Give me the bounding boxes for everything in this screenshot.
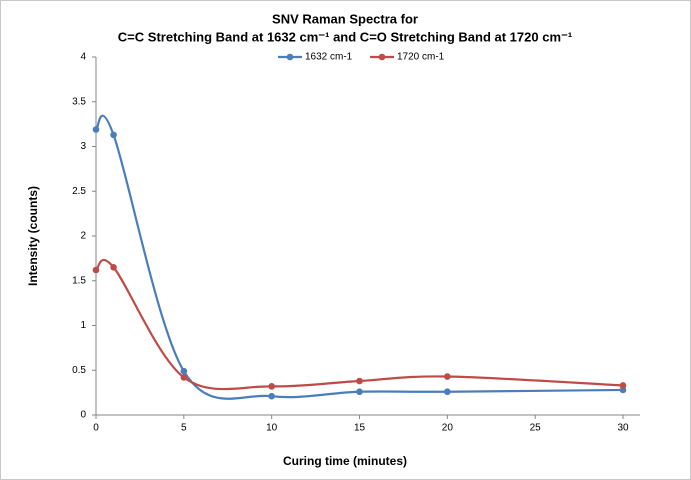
- data-point: [356, 388, 363, 396]
- x-tick-label: 15: [354, 423, 366, 434]
- x-tick-label: 25: [530, 423, 542, 434]
- data-point: [444, 388, 451, 396]
- y-tick-label: 0.5: [72, 365, 86, 376]
- legend-label: 1720 cm-1: [397, 52, 445, 63]
- data-point: [356, 377, 363, 385]
- chart-title: C=C Stretching Band at 1632 cm⁻¹ and C=O…: [118, 29, 572, 44]
- y-axis-title: Intensity (counts): [26, 186, 40, 286]
- series-line: [94, 114, 624, 400]
- legend-marker: [286, 53, 294, 61]
- y-tick-label: 1: [80, 320, 86, 331]
- y-tick-label: 2: [80, 231, 86, 242]
- y-tick-label: 3.5: [72, 96, 86, 107]
- x-tick-label: 0: [93, 423, 99, 434]
- x-tick-label: 30: [617, 423, 629, 434]
- data-point: [268, 383, 275, 390]
- data-point: [110, 264, 117, 271]
- data-point: [444, 373, 451, 380]
- data-point: [92, 266, 100, 274]
- y-tick-label: 4: [80, 52, 86, 63]
- data-point: [92, 126, 100, 133]
- y-tick-label: 1.5: [72, 275, 86, 286]
- data-point: [110, 131, 117, 139]
- data-point: [268, 392, 275, 400]
- data-point: [180, 374, 188, 381]
- x-axis-title: Curing time (minutes): [283, 454, 407, 468]
- data-point: [180, 367, 188, 375]
- y-tick-label: 2.5: [72, 186, 86, 197]
- data-point: [619, 382, 627, 389]
- x-tick-label: 5: [181, 423, 187, 434]
- series-line: [95, 259, 624, 391]
- chart-title: SNV Raman Spectra for: [272, 11, 418, 26]
- x-tick-label: 10: [266, 423, 278, 434]
- legend-marker: [378, 53, 386, 61]
- legend-label: 1632 cm-1: [305, 52, 353, 63]
- y-tick-label: 3: [80, 141, 86, 152]
- x-tick-label: 20: [442, 423, 454, 434]
- y-tick-label: 0: [80, 410, 86, 421]
